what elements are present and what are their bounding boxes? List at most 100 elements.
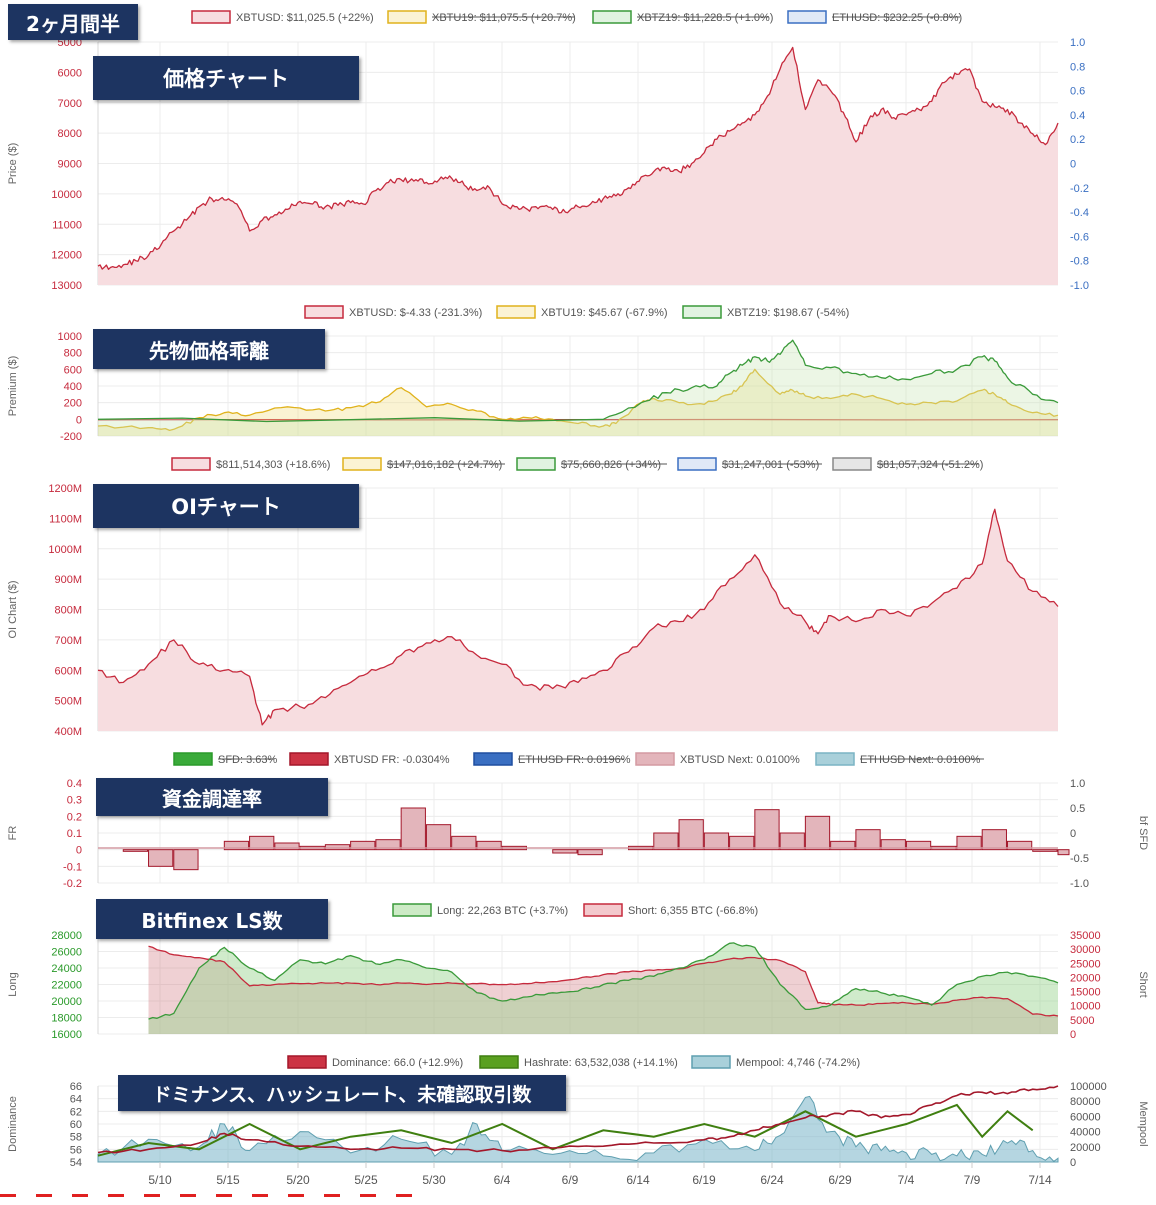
fr-bar: [805, 816, 829, 849]
x-tick-label: 5/10: [148, 1173, 172, 1187]
banner-dominance-hashrate-mempool: ドミナンス、ハッシュレート、未確認取引数: [118, 1075, 566, 1111]
legend-label: $31,247,001 (-53%): [722, 459, 819, 471]
fr-bar: [149, 850, 173, 867]
legend-swatch: [393, 904, 431, 916]
y-tick-label: 1200M: [48, 483, 82, 495]
series-area-long: [149, 943, 1059, 1034]
y2-tick-label: 5000: [1070, 1015, 1094, 1027]
y-tick-label: 0: [76, 845, 82, 857]
y-tick-label: 20000: [51, 996, 82, 1008]
y-tick-label: 0.3: [67, 795, 82, 807]
banner-oi-chart: OIチャート: [93, 484, 359, 528]
legend-item: ETHUSD FR: 0.0196%: [474, 753, 631, 766]
legend-item: $81,057,324 (-51.2%): [833, 458, 983, 471]
legend-item: $75,660,826 (+34%): [517, 458, 667, 471]
y2-tick-label: 60000: [1070, 1111, 1101, 1123]
banner-bitfinex-ls: Bitfinex LS数: [96, 899, 328, 939]
x-tick-label: 6/19: [692, 1173, 716, 1187]
fr-bar: [401, 808, 425, 850]
legend-label: Short: 6,355 BTC (-66.8%): [628, 905, 758, 917]
y2-axis-title: bf SFD: [1137, 816, 1149, 850]
y2-tick-label: 0: [1070, 1029, 1076, 1041]
y-tick-label: 28000: [51, 930, 82, 942]
legend-label: XBTUSD Next: 0.0100%: [680, 754, 800, 766]
x-tick-label: 5/20: [286, 1173, 310, 1187]
fr-bar: [704, 833, 728, 850]
y-tick-label: 8000: [58, 128, 82, 140]
y2-tick-label: 100000: [1070, 1081, 1107, 1093]
y-tick-label: 22000: [51, 980, 82, 992]
legend-label: ETHUSD: $232.25 (-0.8%): [832, 12, 962, 24]
legend-swatch: [788, 11, 826, 23]
y-tick-label: 16000: [51, 1029, 82, 1041]
y2-tick-label: 0.4: [1070, 110, 1085, 122]
x-tick-label: 7/4: [898, 1173, 915, 1187]
legend-label: $147,016,182 (+24.7%): [387, 459, 502, 471]
legend-swatch: [192, 11, 230, 23]
y-tick-label: 10000: [51, 189, 82, 201]
legend-item: XBTUSD: $-4.33 (-231.3%): [305, 306, 482, 319]
fr-bar: [679, 820, 703, 850]
fr-bar: [553, 850, 577, 853]
y2-tick-label: 10000: [1070, 1001, 1101, 1013]
legend-label: ETHUSD Next: 0.0100%: [860, 754, 981, 766]
legend-label: $81,057,324 (-51.2%): [877, 459, 983, 471]
fr-bar: [426, 825, 450, 850]
y-tick-label: -200: [60, 431, 82, 443]
legend-item: XBTUSD FR: -0.0304%: [290, 753, 450, 766]
y-tick-label: 54: [70, 1157, 82, 1169]
y-tick-label: 7000: [58, 98, 82, 110]
legend-item: Dominance: 66.0 (+12.9%): [288, 1056, 463, 1069]
legend-swatch: [343, 458, 381, 470]
legend-label: Mempool: 4,746 (-74.2%): [736, 1057, 860, 1069]
y-tick-label: 0: [76, 414, 82, 426]
y-axis-title: Price ($): [7, 143, 19, 185]
y2-tick-label: 0: [1070, 1157, 1076, 1169]
fr-bar: [856, 830, 880, 850]
legend-swatch: [172, 458, 210, 470]
y-tick-label: 62: [70, 1106, 82, 1118]
y2-axis-title: Mempool: [1137, 1101, 1149, 1146]
x-tick-label: 5/15: [216, 1173, 240, 1187]
y-axis-title: Premium ($): [7, 356, 19, 417]
y-tick-label: 400M: [54, 726, 82, 738]
y-tick-label: -0.1: [63, 861, 82, 873]
x-tick-label: 6/29: [828, 1173, 852, 1187]
y2-tick-label: 1.0: [1070, 778, 1085, 790]
y2-axis-title: Short: [1137, 971, 1149, 997]
y-axis-title: FR: [7, 826, 19, 841]
banner-futures-premium: 先物価格乖離: [93, 329, 325, 369]
y-tick-label: 9000: [58, 159, 82, 171]
legend-item: Long: 22,263 BTC (+3.7%): [393, 904, 568, 917]
legend-item: Hashrate: 63,532,038 (+14.1%): [480, 1056, 678, 1069]
legend-item: XBTZ19: $11,228.5 (+1.0%): [593, 11, 773, 24]
legend-label: Long: 22,263 BTC (+3.7%): [437, 905, 568, 917]
period-label: 2ヶ月間半: [8, 4, 138, 40]
fr-bar: [1033, 850, 1057, 852]
y-tick-label: 56: [70, 1144, 82, 1156]
y-axis-title: OI Chart ($): [7, 580, 19, 638]
y2-tick-label: 0.8: [1070, 61, 1085, 73]
y-tick-label: 18000: [51, 1013, 82, 1025]
legend-label: XBTUSD: $-4.33 (-231.3%): [349, 307, 482, 319]
legend-label: XBTUSD FR: -0.0304%: [334, 754, 450, 766]
legend-label: $811,514,303 (+18.6%): [216, 459, 330, 471]
y-axis-title: Long: [7, 972, 19, 996]
y-tick-label: 1000M: [48, 544, 82, 556]
legend-item: XBTUSD: $11,025.5 (+22%): [192, 11, 374, 24]
y2-tick-label: 15000: [1070, 987, 1101, 999]
y2-tick-label: 0.2: [1070, 134, 1085, 146]
y2-tick-label: -1.0: [1070, 280, 1089, 292]
legend-label: XBTZ19: $11,228.5 (+1.0%): [637, 12, 773, 24]
footer-dash-line: [0, 1194, 416, 1197]
y2-tick-label: 0.5: [1070, 803, 1085, 815]
legend-label: XBTU19: $45.67 (-67.9%): [541, 307, 668, 319]
legend-swatch: [388, 11, 426, 23]
fr-bars: [123, 808, 1069, 870]
x-tick-label: 6/9: [562, 1173, 579, 1187]
legend-swatch: [497, 306, 535, 318]
y-tick-label: 60: [70, 1119, 82, 1131]
y-tick-label: 26000: [51, 947, 82, 959]
y2-tick-label: 20000: [1070, 1142, 1101, 1154]
